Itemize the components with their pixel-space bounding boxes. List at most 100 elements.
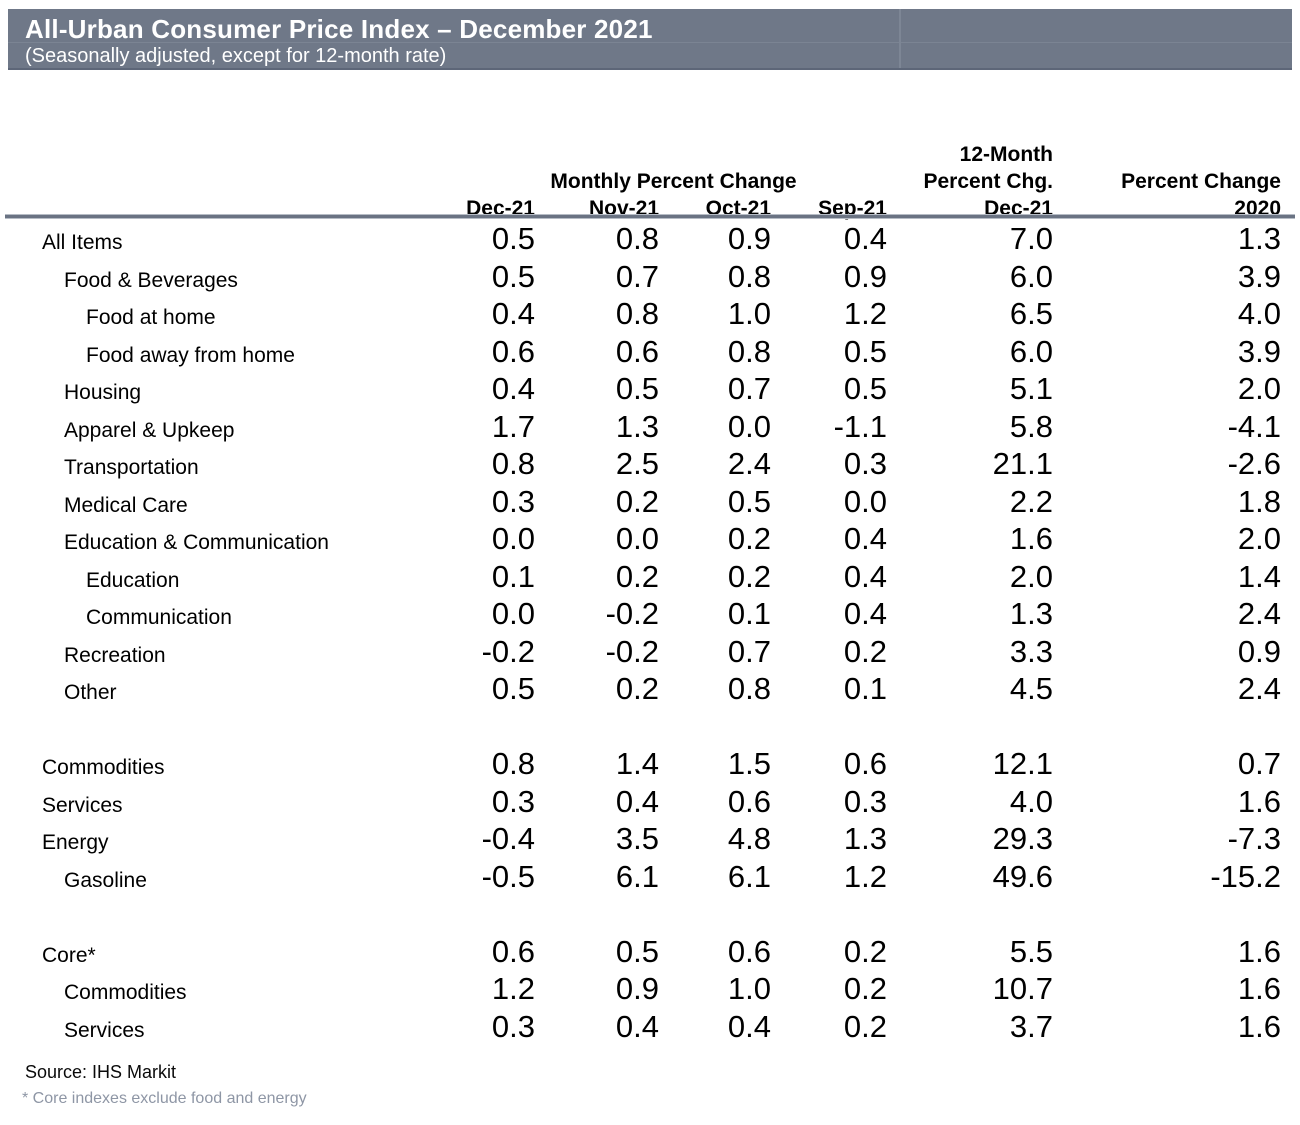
- col-group-12month-line1: 12-Month: [959, 143, 1053, 166]
- spacer-cell: [0, 709, 1281, 747]
- cell-sep21-monthly: 0.2: [843, 1008, 887, 1044]
- row-label: All Items: [42, 231, 123, 254]
- cell-2020-percent-change: -15.2: [1210, 858, 1281, 894]
- cell-2020-percent-change: 4.0: [1237, 296, 1281, 331]
- cell-dec21-12month: 7.0: [1009, 221, 1053, 256]
- cell-dec21-monthly: 0.8: [491, 746, 535, 781]
- row-label: Communication: [86, 606, 232, 629]
- cell-sep21-monthly: 0.6: [843, 746, 887, 781]
- header-divider-horizontal: [8, 42, 1292, 43]
- row-label: Core*: [42, 943, 96, 967]
- row-label: Apparel & Upkeep: [64, 418, 235, 442]
- cell-2020-percent-change: 2.0: [1237, 371, 1281, 406]
- cell-dec21-monthly: 0.5: [491, 671, 535, 706]
- header-row-1: 12-Month: [0, 138, 1281, 167]
- cell-2020-percent-change: 1.6: [1237, 971, 1281, 1006]
- table-row: Apparel & Upkeep 1.7 1.3 0.0 -1.1 5.8 -4.1: [0, 409, 1281, 447]
- cell-oct21-monthly: 4.8: [727, 821, 771, 856]
- row-label: Services: [64, 1018, 145, 1042]
- cell-oct21-monthly: 0.2: [727, 521, 771, 556]
- cell-dec21-monthly: 0.3: [491, 783, 535, 819]
- row-label: Medical Care: [64, 493, 188, 517]
- cell-dec21-12month: 6.0: [1009, 258, 1053, 294]
- cell-nov21-monthly: 0.2: [615, 483, 659, 519]
- table-row: Energy -0.4 3.5 4.8 1.3 29.3 -7.3: [0, 821, 1281, 859]
- cell-dec21-12month: 4.0: [1009, 783, 1053, 819]
- row-label: Other: [64, 681, 117, 704]
- row-label: Recreation: [64, 643, 166, 667]
- cell-nov21-monthly: 0.6: [615, 333, 659, 369]
- cell-oct21-monthly: 0.7: [727, 371, 771, 406]
- cell-oct21-monthly: 0.8: [727, 258, 771, 294]
- table-row: Commodities 1.2 0.9 1.0 0.2 10.7 1.6: [0, 971, 1281, 1009]
- cell-2020-percent-change: 1.8: [1237, 483, 1281, 519]
- report-header-banner: All-Urban Consumer Price Index – Decembe…: [8, 9, 1292, 70]
- cell-dec21-12month: 1.6: [1009, 521, 1053, 556]
- cell-dec21-12month: 3.3: [1009, 633, 1053, 669]
- cell-nov21-monthly: 0.7: [615, 258, 659, 294]
- cell-sep21-monthly: 0.4: [843, 558, 887, 594]
- spacer-row: [0, 896, 1281, 934]
- table-row: Gasoline -0.5 6.1 6.1 1.2 49.6 -15.2: [0, 859, 1281, 897]
- header-empty-cell: [460, 138, 887, 167]
- header-row-2: Monthly Percent Change Percent Chg. Perc…: [0, 167, 1281, 194]
- cell-oct21-monthly: 2.4: [727, 446, 771, 481]
- table-row: Food at home 0.4 0.8 1.0 1.2 6.5 4.0: [0, 296, 1281, 334]
- cell-dec21-monthly: 0.4: [491, 371, 535, 406]
- cell-nov21-monthly: 1.4: [615, 746, 659, 781]
- cell-nov21-monthly: -0.2: [605, 633, 659, 669]
- page-subtitle: (Seasonally adjusted, except for 12-mont…: [25, 45, 447, 67]
- cell-dec21-monthly: -0.4: [481, 821, 535, 856]
- cell-sep21-monthly: 0.2: [843, 933, 887, 969]
- table-row: Commodities 0.8 1.4 1.5 0.6 12.1 0.7: [0, 746, 1281, 784]
- cell-sep21-monthly: 0.3: [843, 783, 887, 819]
- cell-sep21-monthly: 0.1: [843, 671, 887, 706]
- cell-nov21-monthly: 1.3: [615, 408, 659, 444]
- cpi-table: 12-Month Monthly Percent Change Percent …: [0, 138, 1281, 1046]
- cell-dec21-monthly: -0.2: [481, 633, 535, 669]
- cell-dec21-12month: 6.0: [1009, 333, 1053, 369]
- cell-oct21-monthly: 1.0: [727, 971, 771, 1006]
- table-row: Food & Beverages 0.5 0.7 0.8 0.9 6.0 3.9: [0, 259, 1281, 297]
- header-empty-cell: [0, 167, 460, 194]
- table-row: Housing 0.4 0.5 0.7 0.5 5.1 2.0: [0, 371, 1281, 409]
- cell-oct21-monthly: 0.8: [727, 671, 771, 706]
- table-row: Recreation -0.2 -0.2 0.7 0.2 3.3 0.9: [0, 634, 1281, 672]
- cell-2020-percent-change: 2.4: [1237, 671, 1281, 706]
- table-row: Services 0.3 0.4 0.6 0.3 4.0 1.6: [0, 784, 1281, 822]
- cell-oct21-monthly: 0.9: [727, 221, 771, 256]
- cell-dec21-12month: 5.8: [1009, 408, 1053, 444]
- col-group-monthly-percent-change: Monthly Percent Change: [550, 170, 797, 193]
- cell-dec21-monthly: 0.0: [491, 521, 535, 556]
- cell-sep21-monthly: 1.2: [843, 858, 887, 894]
- cell-dec21-12month: 2.0: [1009, 558, 1053, 594]
- cell-nov21-monthly: 0.9: [615, 971, 659, 1006]
- cell-nov21-monthly: 0.5: [615, 933, 659, 969]
- cell-dec21-monthly: 0.1: [491, 558, 535, 594]
- cell-dec21-monthly: 0.5: [491, 221, 535, 256]
- spacer-cell: [0, 896, 1281, 934]
- table-row: All Items 0.5 0.8 0.9 0.4 7.0 1.3: [0, 221, 1281, 259]
- cell-sep21-monthly: 0.5: [843, 333, 887, 369]
- cell-dec21-monthly: 0.8: [491, 446, 535, 481]
- cell-sep21-monthly: 0.4: [843, 221, 887, 256]
- table-row: Education & Communication 0.0 0.0 0.2 0.4 1.6…: [0, 521, 1281, 559]
- cell-nov21-monthly: -0.2: [605, 596, 659, 631]
- cell-oct21-monthly: 0.7: [727, 633, 771, 669]
- core-footnote: * Core indexes exclude food and energy: [22, 1090, 307, 1107]
- row-label: Education & Communication: [64, 531, 329, 554]
- cell-dec21-monthly: 1.2: [491, 971, 535, 1006]
- cell-dec21-12month: 5.5: [1009, 933, 1053, 969]
- cell-oct21-monthly: 0.6: [727, 933, 771, 969]
- cell-2020-percent-change: 1.6: [1237, 1008, 1281, 1044]
- cell-oct21-monthly: 0.8: [727, 333, 771, 369]
- cell-sep21-monthly: 0.3: [843, 446, 887, 481]
- cell-oct21-monthly: 0.2: [727, 558, 771, 594]
- row-label: Food away from home: [86, 343, 295, 367]
- cell-2020-percent-change: 1.6: [1237, 933, 1281, 969]
- cell-2020-percent-change: 2.0: [1237, 521, 1281, 556]
- cell-2020-percent-change: 2.4: [1237, 596, 1281, 631]
- cell-oct21-monthly: 6.1: [727, 858, 771, 894]
- table-row: Communication 0.0 -0.2 0.1 0.4 1.3 2.4: [0, 596, 1281, 634]
